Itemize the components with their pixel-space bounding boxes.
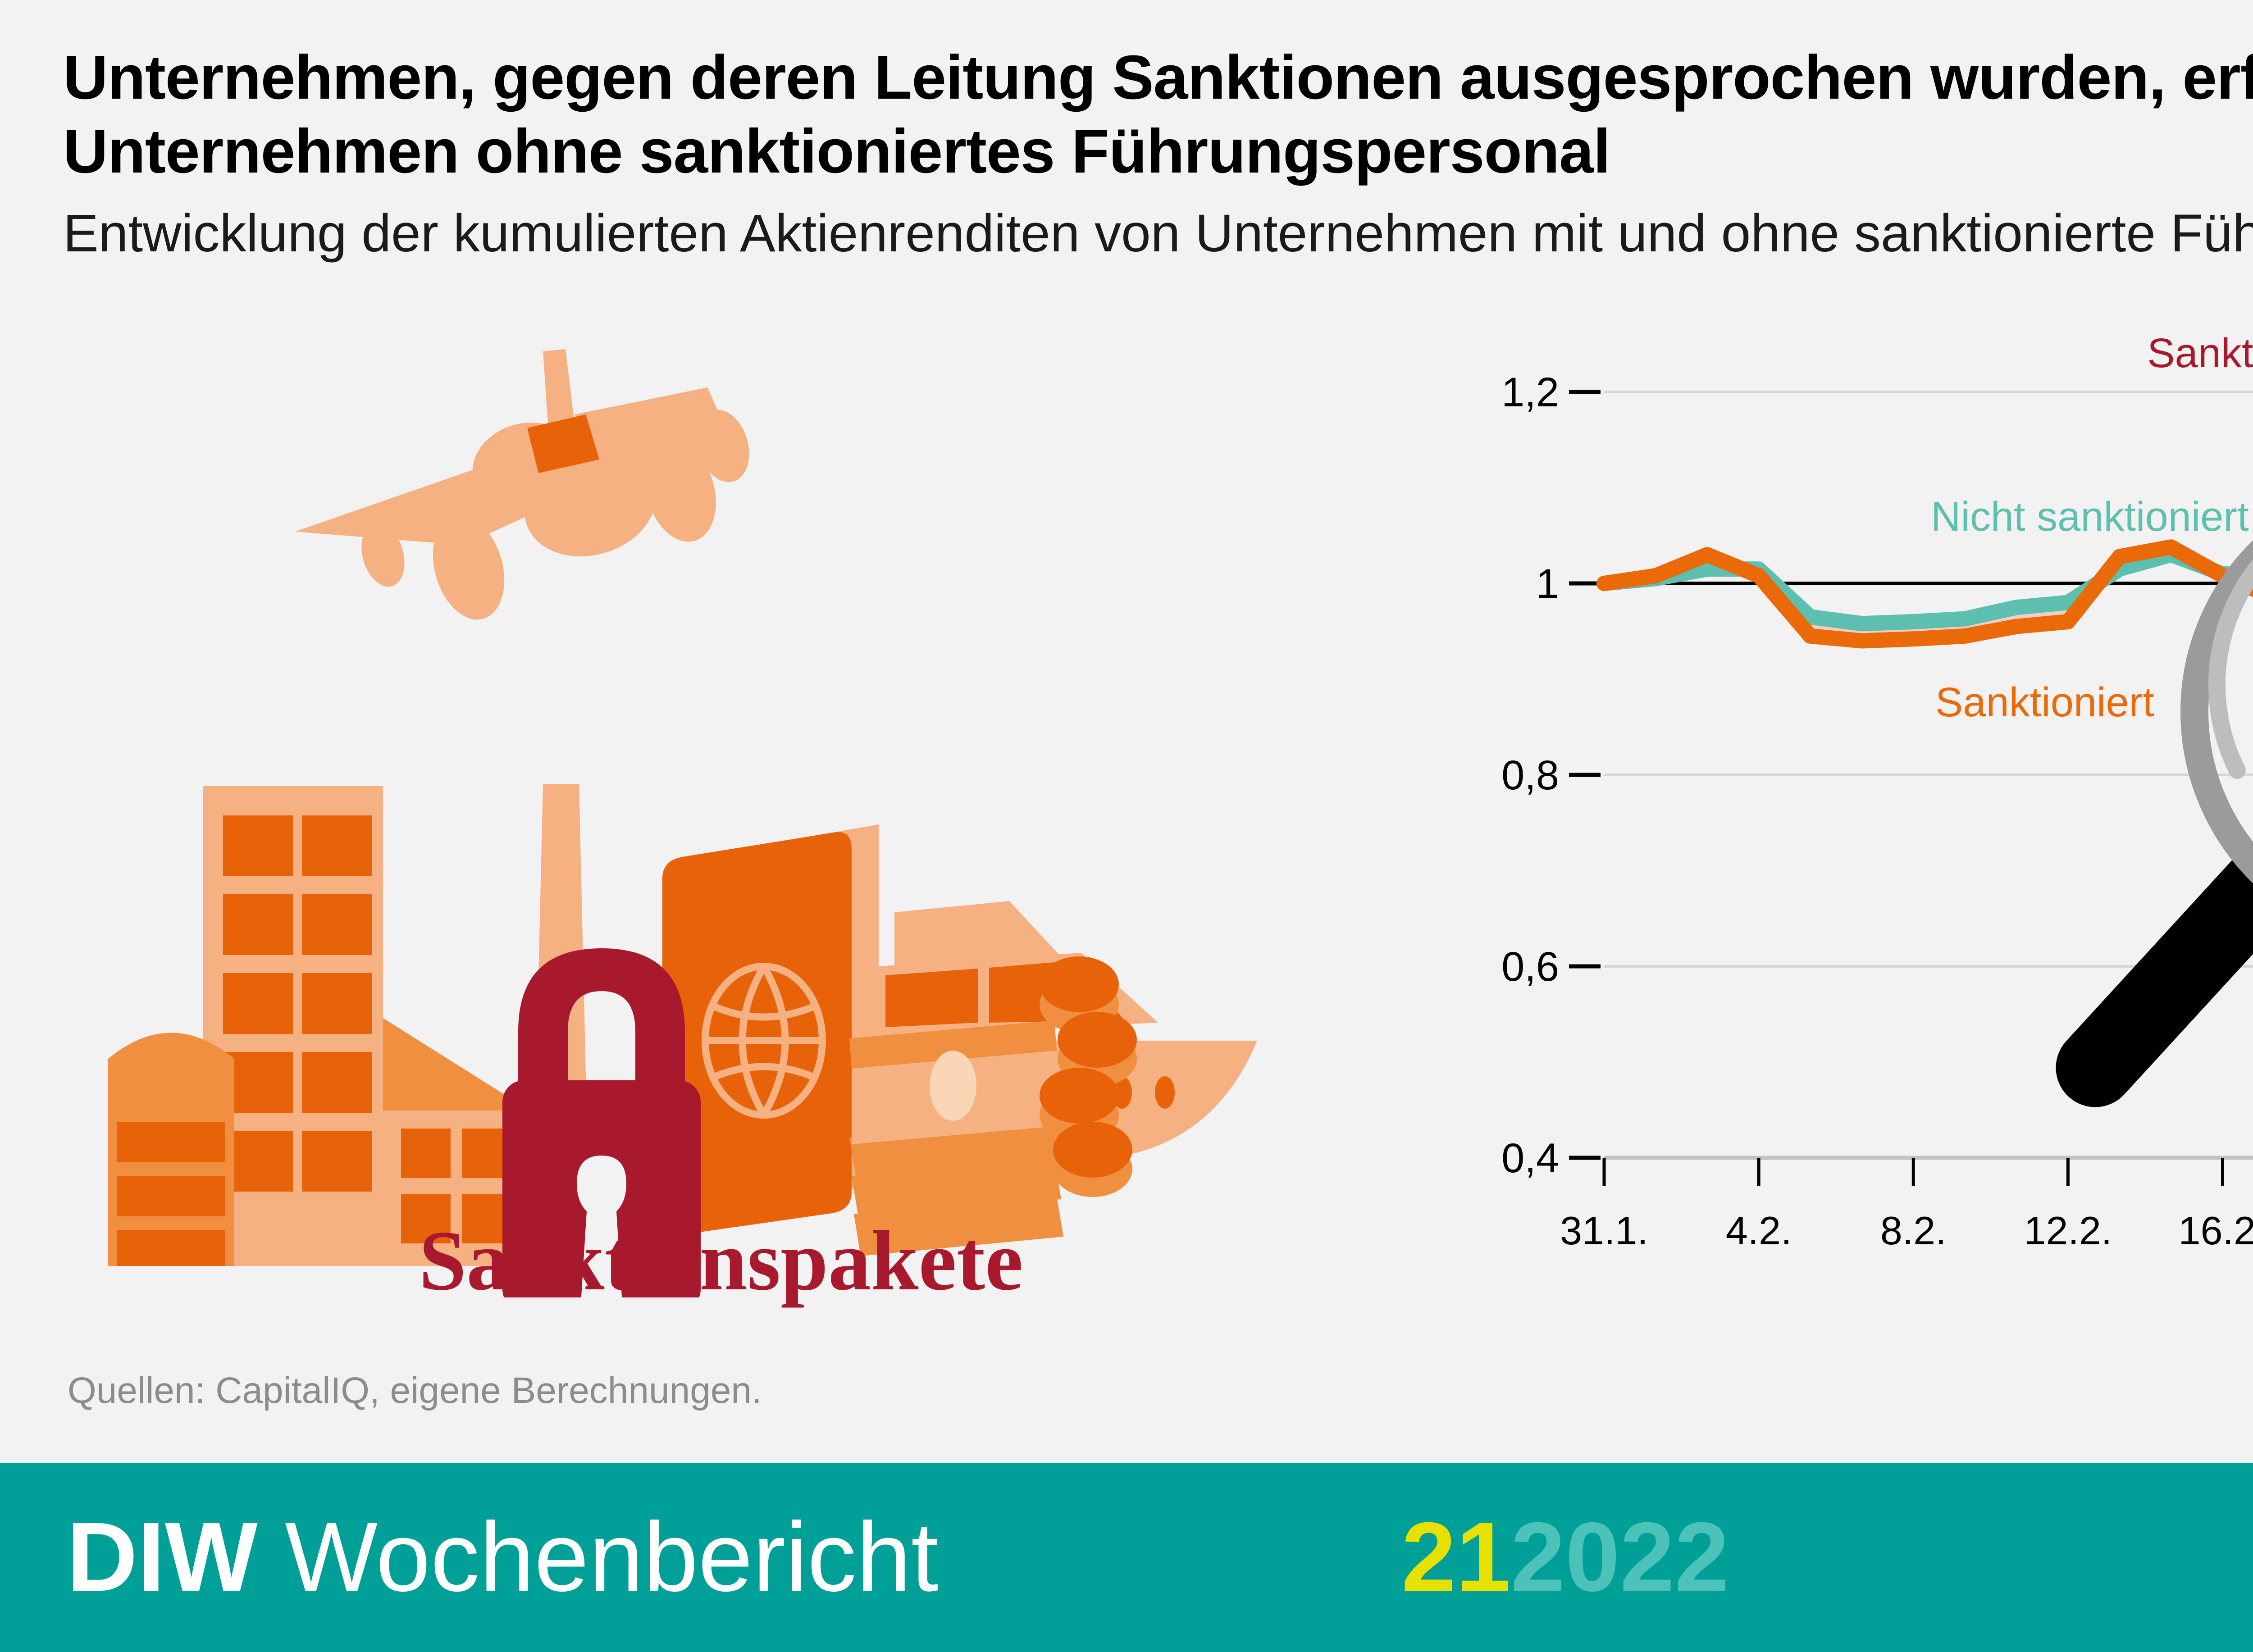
coins-icon [1040,956,1137,1197]
footer-brand-wochenbericht: Wochenbericht [257,1502,939,1612]
page-subtitle: Entwicklung der kumulierten Aktienrendit… [63,204,2253,264]
chart-x-axis [1602,1156,2253,1186]
airplane-icon [295,349,749,620]
footer-issue: 212022 [1401,1508,1729,1606]
chart-x-tick-label: 31.1. [1560,1208,1648,1253]
chart: 0,40,60,811,2 31.1.4.2.8.2.12.2.16.2.20.… [1464,315,2253,1352]
chart-y-tick-label: 0,8 [1501,752,1559,798]
illustration [68,279,1374,1297]
chart-x-axis-labels: 31.1.4.2.8.2.12.2.16.2.20.2.24.2.28.2.4.… [1560,1208,2253,1253]
silo-icon [108,1033,234,1266]
footer-issue-number: 21 [1401,1502,1511,1612]
illustration-caption: Sanktionspakete [419,1214,1023,1308]
office-building-icon [203,786,383,1266]
banknotes-icon [849,1020,1063,1256]
series-line-sanktioniert [1596,539,2253,649]
passport-icon [662,824,879,1235]
chart-x-tick-label: 16.2. [2179,1208,2253,1253]
footer-issue-year: 2022 [1510,1502,1729,1612]
source-note: Quellen: CapitalIQ, eigene Berechnungen. [68,1370,762,1411]
chart-y-tick-label: 0,6 [1501,944,1559,990]
magnifier-icon [2056,540,2253,1107]
footer-brand-diw: DIW [67,1502,258,1612]
series-label-nicht-sanktioniert: Nicht sanktioniert [1931,494,2249,540]
chart-x-tick-label: 8.2. [1880,1208,1947,1253]
chart-y-tickmarks [1569,390,1601,1160]
header: Unternehmen, gegen deren Leitung Sanktio… [63,41,2253,266]
chart-x-tick-label: 4.2. [1726,1208,1792,1253]
footer-brand: DIW Wochenbericht [67,1508,938,1606]
chart-y-axis-labels: 0,4 0,6 0,8 1 1,2 [1501,369,1559,1181]
page-title: Unternehmen, gegen deren Leitung Sanktio… [63,43,2253,187]
series-line-nicht-sanktioniert [1596,547,2253,632]
chart-series-lines [1596,539,2253,649]
chart-y-tick-label: 0,4 [1501,1135,1559,1181]
series-label-sanktioniert: Sanktioniert [1935,679,2154,725]
chart-y-tick-label: 1,2 [1501,369,1559,415]
padlock-icon [502,948,701,1297]
sanktionspaket-label: Sanktionspaket [2147,330,2253,376]
chart-y-tick-label: 1 [1536,561,1559,607]
chart-x-tick-label: 12.2. [2024,1208,2112,1253]
footer-band: DIW Wochenbericht 212022 DIW BERLIN [0,1463,2253,1652]
